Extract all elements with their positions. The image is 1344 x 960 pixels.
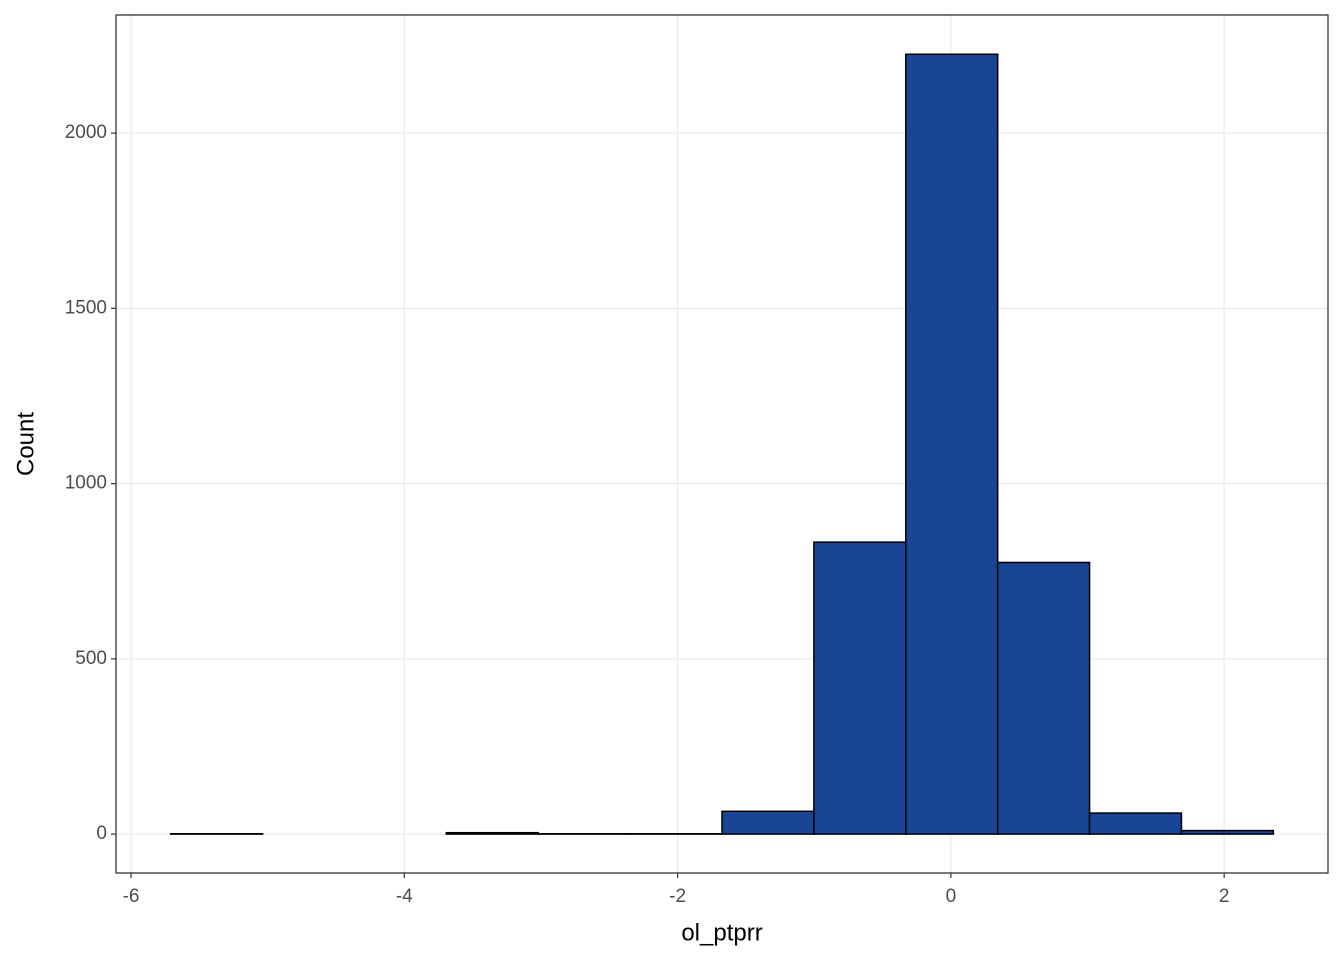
plot-background	[116, 15, 1328, 873]
x-tick-label: 2	[1219, 886, 1230, 907]
x-tick-label: -6	[123, 886, 140, 907]
bar	[905, 53, 999, 835]
bar	[1088, 812, 1183, 835]
y-tick-label: 2000	[65, 122, 107, 143]
x-tick-label: 0	[946, 886, 957, 907]
bar	[445, 831, 539, 835]
plot-border	[115, 14, 1329, 874]
bar	[813, 541, 907, 835]
x-tick-label: -4	[396, 886, 413, 907]
y-tick-label: 0	[96, 823, 107, 844]
x-tick-label: -2	[669, 886, 686, 907]
y-tick-label: 500	[75, 648, 107, 669]
bar	[1180, 829, 1275, 835]
y-tick-label: 1000	[65, 473, 107, 494]
bar	[721, 810, 815, 835]
y-axis-title: Count	[12, 412, 39, 476]
x-axis-title: ol_ptprr	[681, 919, 762, 946]
bar	[996, 561, 1091, 835]
y-tick-label: 1500	[65, 297, 107, 318]
